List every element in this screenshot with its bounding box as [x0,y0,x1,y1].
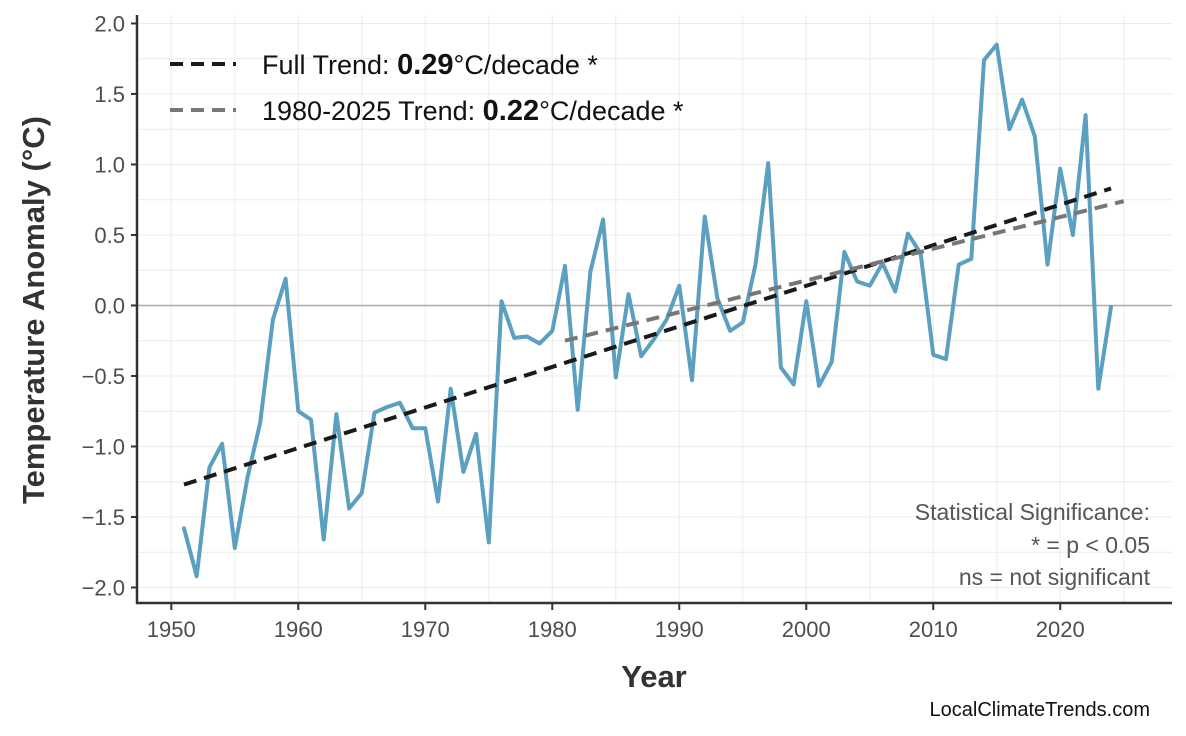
legend-label-recent-trend: 1980-2025 Trend: 0.22°C/decade * [262,95,684,127]
significance-note: Statistical Significance: * = p < 0.05 n… [915,499,1151,590]
x-tick-label: 2020 [1036,617,1085,642]
legend-label-full-trend: Full Trend: 0.29°C/decade * [262,49,598,81]
y-tick-label: 0.0 [94,293,125,318]
x-tick-label: 1980 [528,617,577,642]
note-line: * = p < 0.05 [1031,532,1150,558]
recent-trend-line [564,199,1125,343]
y-tick-label: 0.5 [94,223,125,248]
y-tick-label: 1.0 [94,152,125,177]
y-tick-label: −2.0 [82,575,125,600]
y-tick-label: −1.0 [82,434,125,459]
y-axis-title: Temperature Anomaly (°C) [16,116,51,504]
note-line: ns = not significant [959,564,1151,590]
x-tick-label: 2010 [909,617,958,642]
x-tick-label: 2000 [782,617,831,642]
site-credit: LocalClimateTrends.com [930,699,1150,721]
y-tick-label: 2.0 [94,11,125,36]
x-tick-label: 1990 [655,617,704,642]
y-tick-label: 1.5 [94,82,125,107]
full-trend-line [183,186,1112,487]
axes [135,15,1172,605]
note-line: Statistical Significance: [915,499,1150,525]
x-tick-label: 1970 [401,617,450,642]
trend-lines [183,186,1125,487]
x-tick-label: 1950 [147,617,196,642]
y-tick-label: −1.5 [82,505,125,530]
series-line [182,42,1113,579]
x-axis-title: Year [621,659,687,694]
ticks: −2.0 −1.5 −1.0 −0.5 0.0 0.5 1.0 1.5 2.0 1950 1960 1… [82,11,1085,642]
x-tick-label: 1960 [274,617,323,642]
y-tick-label: −0.5 [82,364,125,389]
legend: Full Trend: 0.29°C/decade * 1980-2025 Tr… [170,49,684,127]
